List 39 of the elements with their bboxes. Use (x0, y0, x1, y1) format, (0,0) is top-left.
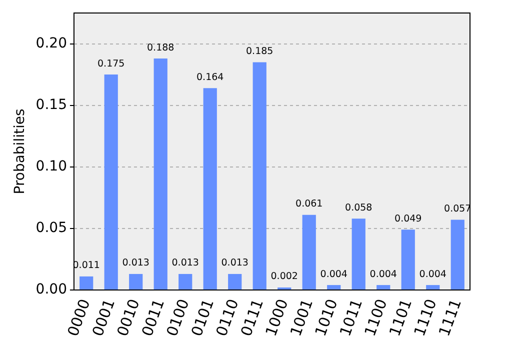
bar (203, 88, 217, 290)
x-tick-label: 1010 (311, 296, 342, 339)
data-label: 0.004 (370, 268, 397, 280)
bar (228, 274, 242, 290)
y-tick-label: 0.15 (36, 96, 67, 113)
bar (450, 220, 464, 290)
bar (129, 274, 143, 290)
data-label: 0.058 (345, 202, 372, 214)
y-tick-label: 0.05 (36, 220, 67, 236)
y-tick-label: 0.00 (36, 282, 67, 298)
bar (327, 285, 341, 290)
data-label: 0.175 (98, 58, 125, 70)
data-label: 0.164 (196, 72, 224, 83)
bar (352, 218, 366, 290)
bar (302, 214, 316, 290)
data-label: 0.013 (122, 258, 150, 269)
data-label: 0.185 (246, 46, 274, 57)
data-label: 0.004 (419, 268, 446, 280)
data-label: 0.049 (394, 213, 422, 224)
bar (401, 230, 415, 290)
bar (252, 62, 266, 290)
y-tick-label: 0.10 (36, 158, 67, 175)
bar (80, 276, 94, 290)
bar (178, 274, 192, 290)
y-tick-label: 0.20 (36, 35, 67, 52)
x-tick-label: 1000 (262, 296, 292, 339)
bar (376, 285, 390, 290)
data-label: 0.004 (320, 268, 348, 280)
data-label: 0.057 (444, 204, 472, 215)
bar (426, 285, 440, 290)
data-label: 0.013 (172, 258, 199, 269)
x-tick-label: 1100 (360, 296, 391, 339)
data-label: 0.002 (270, 271, 298, 282)
bar (154, 58, 168, 290)
data-label: 0.061 (296, 198, 323, 210)
data-label: 0.013 (221, 258, 248, 269)
data-label: 0.188 (147, 42, 174, 54)
bar (104, 74, 118, 290)
y-axis-title: Probabilities (12, 108, 28, 194)
